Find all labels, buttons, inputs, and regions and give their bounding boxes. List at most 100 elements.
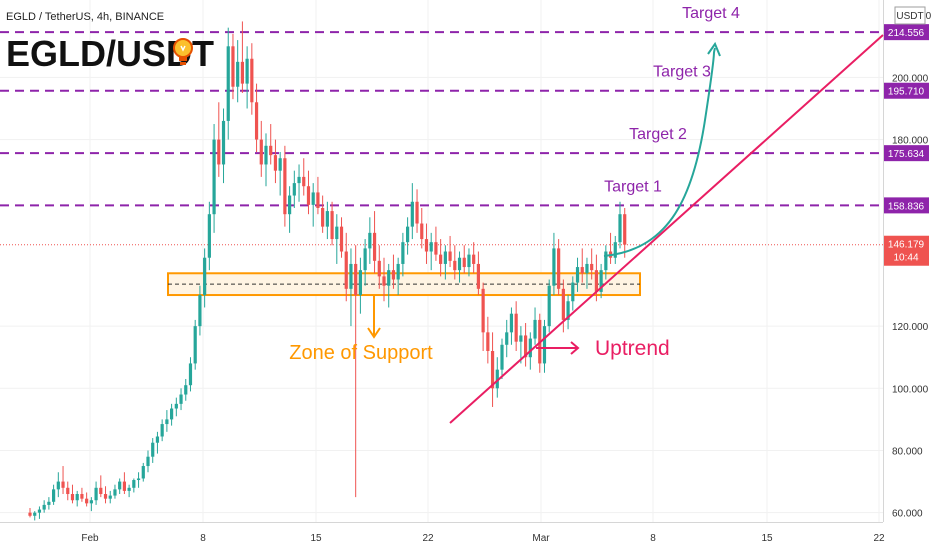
candle-body [363, 248, 367, 271]
candle-body [292, 183, 296, 196]
candle-body [85, 498, 89, 504]
currency-box[interactable] [894, 6, 926, 25]
candle-body [557, 248, 561, 289]
candle-body [127, 487, 131, 491]
candle-body [61, 481, 65, 488]
projection-arrowhead [707, 41, 721, 57]
candle-body [212, 139, 216, 215]
candle-body [533, 319, 537, 339]
candle-body [467, 254, 471, 268]
candle-body [372, 232, 377, 261]
y-tick-label: 120.000 [892, 322, 929, 333]
candle-body [94, 487, 98, 501]
candle-body [146, 456, 150, 467]
candle-body [103, 494, 108, 499]
candle-body [354, 263, 358, 296]
candle-body [113, 489, 117, 496]
candle-body [165, 419, 169, 425]
candle-body [236, 61, 240, 87]
target-price-tag-text: 195.710 [888, 87, 925, 98]
candle-body [273, 155, 278, 171]
candle-body [524, 335, 528, 358]
candle-body [561, 288, 565, 320]
x-tick-label: Mar [532, 533, 550, 544]
candle-body [132, 480, 136, 488]
candle-body [70, 494, 75, 501]
projection-curve [603, 47, 716, 257]
symbol-info[interactable]: EGLD / TetherUS, 4h, BINANCE [6, 11, 164, 23]
candle-body [509, 313, 514, 333]
y-tick-label: 60.000 [892, 509, 923, 520]
candle-body [217, 139, 221, 165]
candle-body [358, 270, 362, 296]
target-price-tag [884, 24, 929, 41]
candle-body [349, 263, 353, 289]
candle-body [443, 251, 447, 264]
candle-body [283, 158, 287, 215]
candlestick-series [28, 21, 627, 521]
candle-body [264, 145, 268, 165]
candle-body [339, 226, 344, 252]
candle-body [542, 326, 547, 364]
uptrend-line [449, 34, 884, 424]
candle-body [306, 186, 311, 205]
candle-body [240, 61, 244, 84]
target-label: Target 2 [629, 126, 687, 143]
bar-countdown-text: 10:44 [893, 253, 918, 264]
candle-body [552, 248, 556, 286]
candle-body [571, 282, 575, 302]
candle-body [566, 301, 570, 320]
candle-body [278, 158, 282, 171]
candle-body [80, 494, 84, 499]
time-axis[interactable]: Feb 8 15 22 Mar 8 15 22 [0, 522, 885, 545]
candle-body [547, 285, 551, 327]
current-price-tag-text: 146.179 [888, 240, 925, 251]
candle-body [325, 211, 329, 227]
target-label: Target 1 [604, 178, 662, 195]
candle-body [594, 270, 598, 292]
candle-body [434, 242, 438, 255]
candle-body [203, 257, 207, 296]
candle-body [193, 326, 197, 364]
candle-body [160, 424, 164, 437]
uptrend-arrow [536, 341, 580, 355]
candle-body [37, 509, 42, 513]
candle-body [47, 501, 51, 505]
candle-body [269, 145, 273, 156]
grid-lines [0, 0, 883, 522]
candle-body [439, 254, 443, 264]
candle-body [56, 481, 60, 490]
candle-body [457, 257, 462, 271]
candle-body [387, 270, 391, 286]
x-tick-label: 8 [200, 533, 206, 544]
candle-body [429, 242, 433, 252]
currency-label: USDT [896, 11, 923, 22]
target-lines [0, 31, 883, 207]
candle-body [472, 254, 476, 264]
candle-body [316, 192, 320, 208]
candle-body [476, 263, 480, 289]
y-tick-label: 200.000 [892, 73, 929, 84]
candle-body [382, 276, 386, 286]
target-price-tag [884, 197, 929, 214]
candle-body [528, 338, 532, 358]
candle-body [151, 442, 155, 457]
uptrend-label: Uptrend [595, 337, 670, 360]
target-price-tag [884, 82, 929, 99]
x-tick-label: Feb [81, 533, 99, 544]
target-labels: Target 1 Target 2 Target 3 Target 4 [604, 5, 740, 195]
candle-body [188, 363, 193, 386]
candle-body [590, 263, 594, 271]
candle-body [391, 270, 396, 280]
candle-body [302, 176, 306, 187]
x-tick-label: 15 [761, 533, 773, 544]
candle-body [410, 201, 414, 227]
candle-body [396, 263, 400, 280]
y-tick-label: 180.000 [892, 136, 929, 147]
candle-body [221, 120, 226, 165]
target-label: Target 3 [653, 64, 711, 81]
candle-body [207, 214, 211, 258]
candle-body [108, 495, 112, 499]
candle-body [514, 313, 518, 342]
